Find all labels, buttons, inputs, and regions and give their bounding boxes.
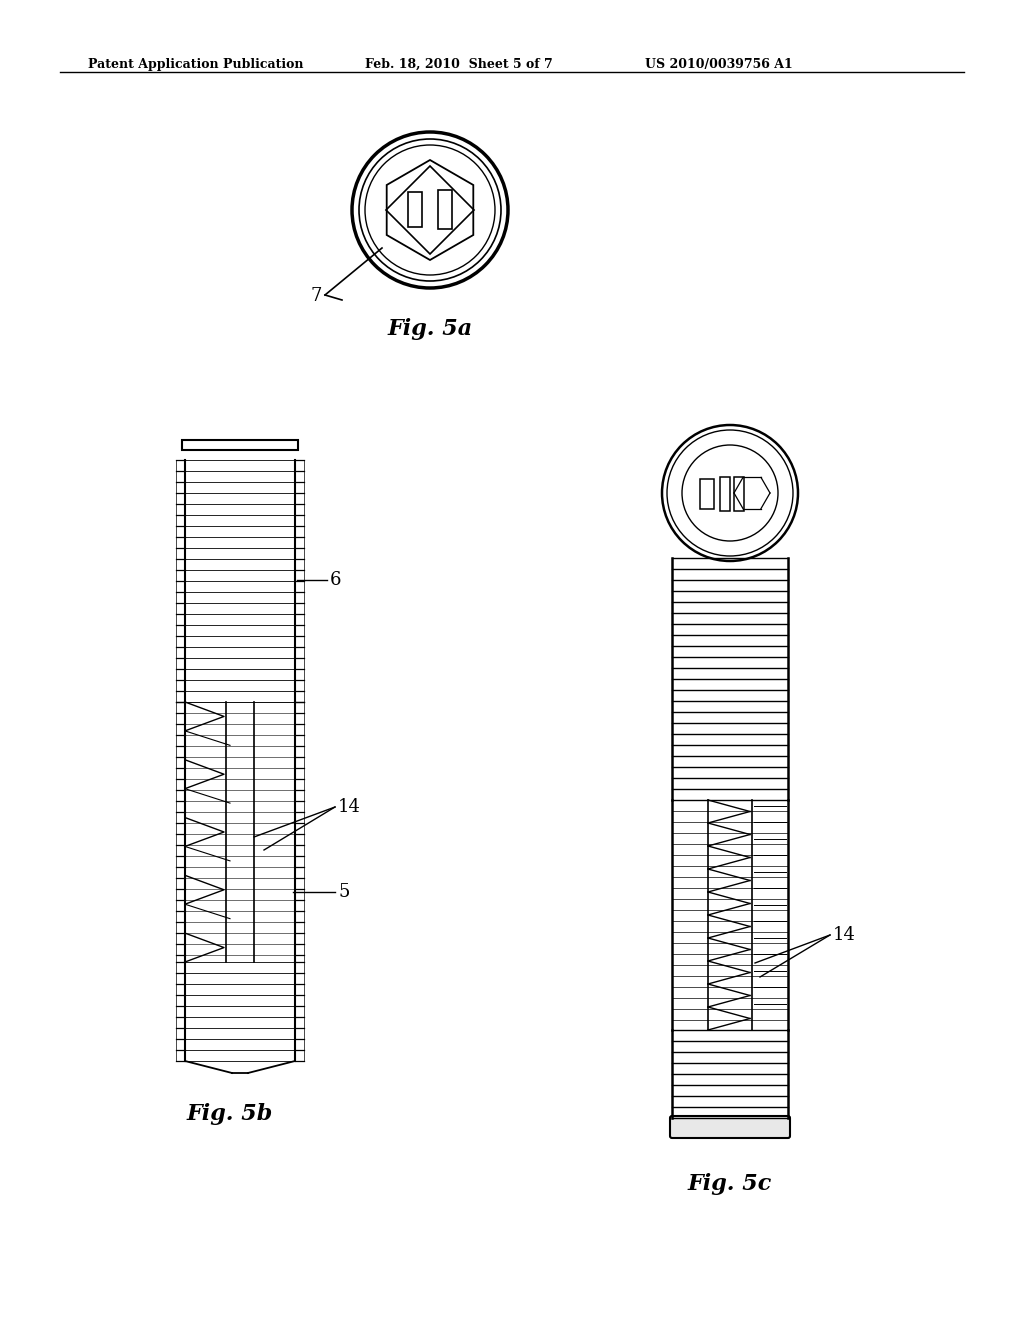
- Bar: [700, 479, 714, 510]
- Text: Fig. 5c: Fig. 5c: [688, 1173, 772, 1195]
- Text: US 2010/0039756 A1: US 2010/0039756 A1: [645, 58, 793, 71]
- Text: 14: 14: [338, 799, 360, 816]
- Bar: [734, 477, 744, 511]
- Bar: [408, 191, 422, 227]
- Bar: [720, 477, 730, 511]
- Text: 6: 6: [330, 572, 341, 589]
- Text: 14: 14: [833, 927, 856, 944]
- Text: Feb. 18, 2010  Sheet 5 of 7: Feb. 18, 2010 Sheet 5 of 7: [365, 58, 553, 71]
- Text: 7: 7: [310, 286, 322, 305]
- Text: Fig. 5b: Fig. 5b: [186, 1104, 273, 1125]
- FancyBboxPatch shape: [670, 1115, 790, 1138]
- Bar: [182, 440, 298, 450]
- Text: Fig. 5a: Fig. 5a: [387, 318, 472, 341]
- Text: 5: 5: [338, 883, 349, 902]
- Text: Patent Application Publication: Patent Application Publication: [88, 58, 303, 71]
- Bar: [438, 190, 452, 228]
